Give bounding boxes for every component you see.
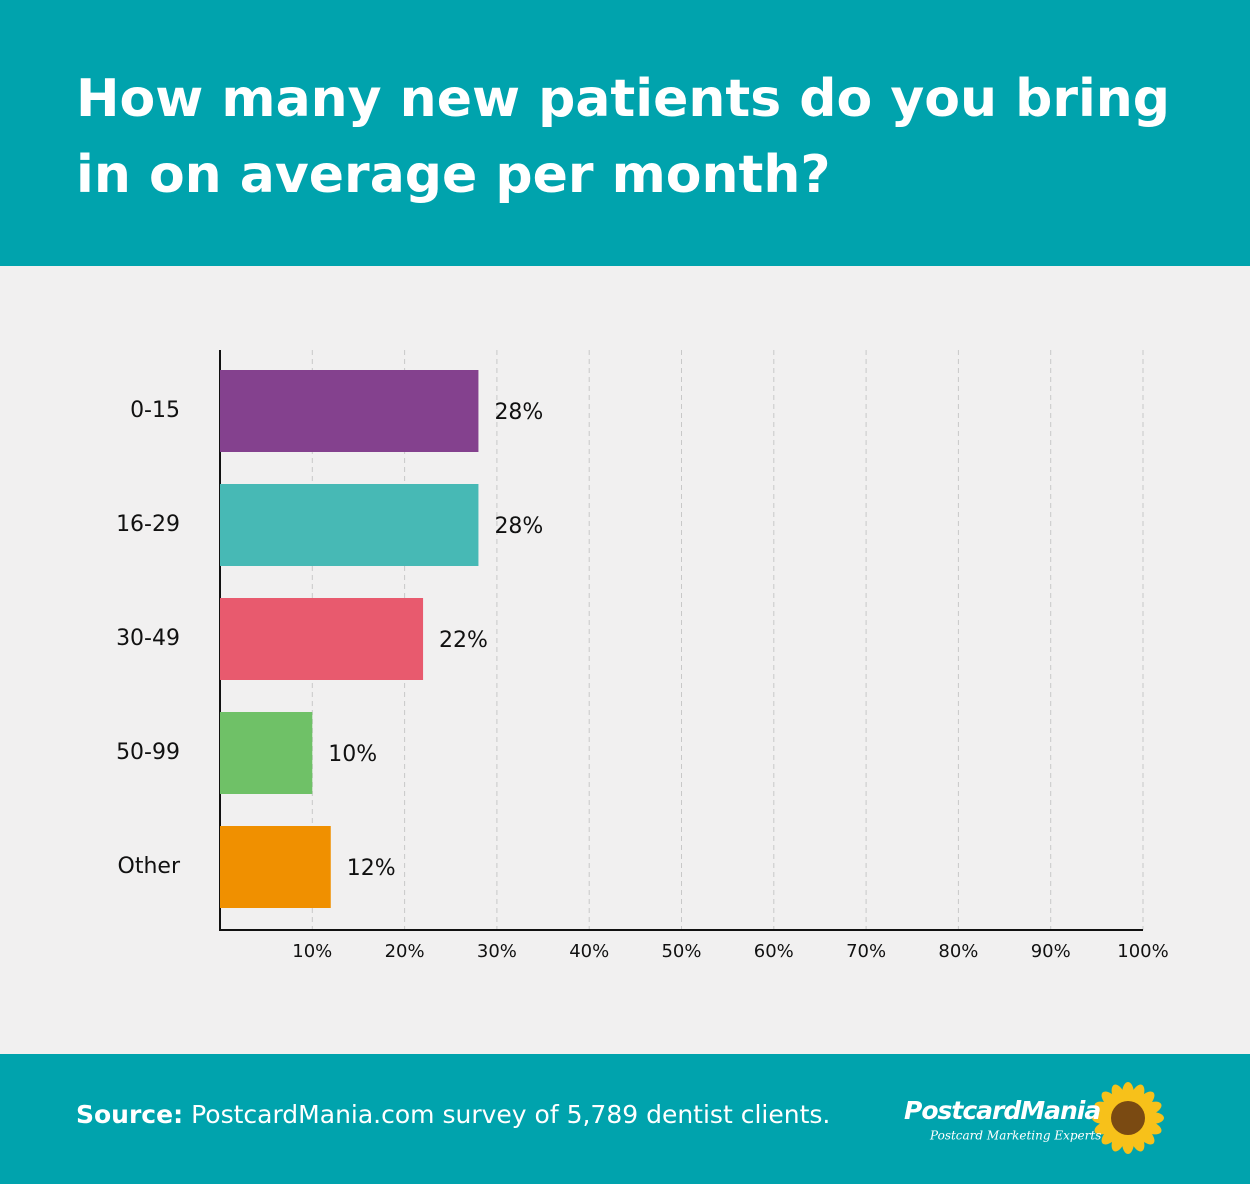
y-tick-label: 30-49 bbox=[116, 626, 180, 651]
value-label: 28% bbox=[494, 400, 543, 425]
bar bbox=[220, 484, 479, 566]
x-tick-label: 80% bbox=[938, 941, 978, 962]
bar bbox=[220, 826, 331, 908]
source-label: Source: bbox=[76, 1100, 183, 1129]
x-tick-label: 30% bbox=[477, 941, 517, 962]
logo: PostcardMania Postcard Marketing Experts bbox=[904, 1082, 1164, 1154]
bar bbox=[220, 370, 479, 452]
value-label: 28% bbox=[494, 514, 543, 539]
x-tick-label: 20% bbox=[385, 941, 425, 962]
value-label: 22% bbox=[439, 628, 488, 653]
logo-text: PostcardMania bbox=[904, 1096, 1100, 1125]
chart-title: How many new patients do you bring in on … bbox=[76, 69, 1170, 205]
chart-area bbox=[0, 266, 1250, 1054]
sunflower bbox=[1092, 1082, 1164, 1154]
value-label: 12% bbox=[347, 856, 396, 881]
bar bbox=[220, 712, 313, 794]
x-tick-label: 50% bbox=[661, 941, 701, 962]
x-tick-label: 100% bbox=[1117, 941, 1168, 962]
y-tick-label: Other bbox=[118, 854, 181, 879]
y-tick-label: 16-29 bbox=[116, 512, 180, 537]
value-label: 10% bbox=[328, 742, 377, 767]
footer-band bbox=[0, 1054, 1250, 1184]
logo-tagline: Postcard Marketing Experts bbox=[929, 1129, 1101, 1143]
x-tick-label: 10% bbox=[292, 941, 332, 962]
header-band bbox=[0, 0, 1250, 266]
x-tick-label: 90% bbox=[1031, 941, 1071, 962]
source: Source: PostcardMania.com survey of 5,789… bbox=[76, 1100, 830, 1129]
x-tick-label: 70% bbox=[846, 941, 886, 962]
bar bbox=[220, 598, 424, 680]
source-text: PostcardMania.com survey of 5,789 dentis… bbox=[191, 1100, 830, 1129]
x-tick-label: 40% bbox=[569, 941, 609, 962]
x-tick-label: 60% bbox=[754, 941, 794, 962]
y-tick-label: 50-99 bbox=[116, 740, 180, 765]
y-tick-label: 0-15 bbox=[130, 398, 180, 423]
